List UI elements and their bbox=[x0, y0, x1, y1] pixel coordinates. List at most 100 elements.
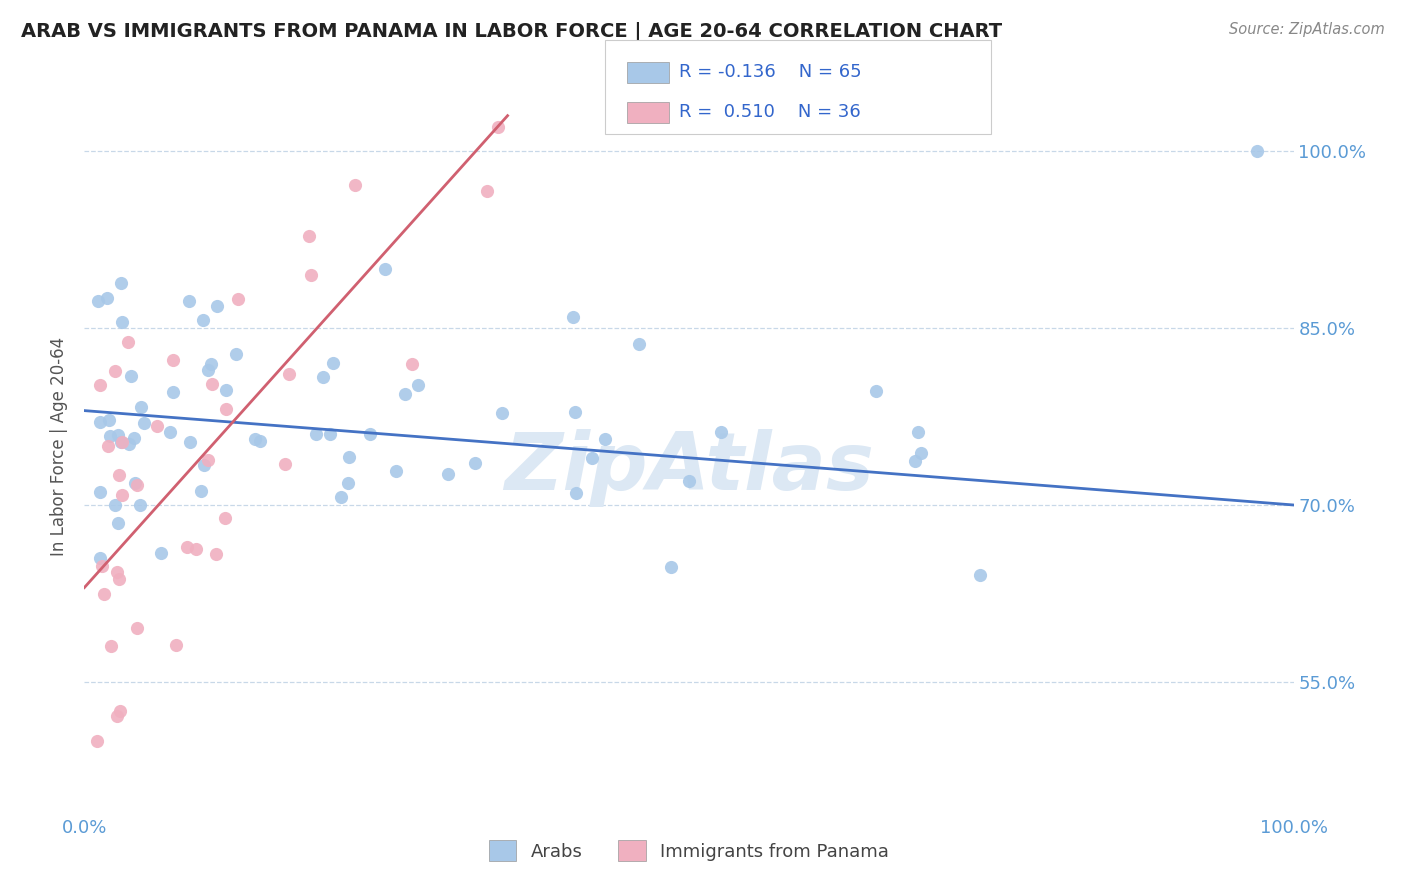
Point bbox=[129, 499, 152, 513]
Point bbox=[122, 431, 145, 445]
Point bbox=[107, 516, 129, 531]
Point bbox=[110, 434, 132, 449]
Point bbox=[278, 367, 301, 381]
Point bbox=[179, 434, 201, 449]
Point bbox=[249, 434, 271, 448]
Point bbox=[91, 559, 114, 574]
Point bbox=[127, 478, 149, 492]
Point bbox=[165, 638, 187, 652]
Point bbox=[329, 490, 352, 504]
Point bbox=[124, 475, 146, 490]
Text: ZipAtlas: ZipAtlas bbox=[503, 429, 875, 507]
Point bbox=[406, 378, 429, 392]
Point bbox=[678, 475, 700, 489]
Point bbox=[132, 416, 155, 430]
Point bbox=[561, 310, 583, 324]
Point bbox=[162, 353, 184, 368]
Point bbox=[197, 452, 219, 467]
Point bbox=[865, 384, 887, 399]
Point bbox=[193, 458, 215, 473]
Point bbox=[336, 475, 359, 490]
Point bbox=[186, 542, 208, 557]
Point bbox=[205, 547, 228, 561]
Point bbox=[581, 450, 603, 465]
Point bbox=[374, 262, 396, 277]
Point bbox=[117, 334, 139, 349]
Point bbox=[225, 347, 247, 361]
Point bbox=[149, 546, 172, 560]
Point bbox=[343, 178, 366, 193]
Point bbox=[214, 510, 236, 524]
Point bbox=[105, 709, 128, 723]
Point bbox=[910, 446, 932, 460]
Point bbox=[312, 370, 335, 384]
Point bbox=[93, 587, 115, 601]
Text: ARAB VS IMMIGRANTS FROM PANAMA IN LABOR FORCE | AGE 20-64 CORRELATION CHART: ARAB VS IMMIGRANTS FROM PANAMA IN LABOR … bbox=[21, 22, 1002, 42]
Point bbox=[89, 378, 111, 392]
Point bbox=[274, 457, 297, 471]
Point bbox=[110, 276, 132, 290]
Point bbox=[401, 357, 423, 371]
Point bbox=[297, 229, 319, 244]
Point bbox=[337, 450, 360, 465]
Point bbox=[162, 385, 184, 400]
Point bbox=[243, 432, 266, 446]
Point bbox=[436, 467, 458, 481]
Point bbox=[98, 413, 121, 427]
Point bbox=[111, 487, 134, 501]
Point bbox=[1246, 144, 1268, 158]
Point bbox=[564, 404, 586, 418]
Point bbox=[394, 386, 416, 401]
Point bbox=[96, 291, 118, 305]
Point bbox=[627, 337, 650, 351]
Point bbox=[86, 734, 108, 748]
Point bbox=[969, 568, 991, 582]
Point bbox=[100, 428, 122, 442]
Point bbox=[322, 356, 344, 370]
Point bbox=[131, 400, 153, 414]
Point bbox=[907, 425, 929, 440]
Point bbox=[464, 456, 486, 470]
Point bbox=[659, 560, 682, 574]
Point bbox=[207, 299, 229, 313]
Point bbox=[491, 406, 513, 420]
Point bbox=[108, 468, 131, 483]
Point bbox=[215, 402, 238, 417]
Point bbox=[593, 432, 616, 446]
Text: Source: ZipAtlas.com: Source: ZipAtlas.com bbox=[1229, 22, 1385, 37]
Point bbox=[125, 621, 148, 635]
Point bbox=[903, 454, 925, 468]
Point bbox=[104, 364, 127, 378]
Point bbox=[215, 383, 238, 397]
Point bbox=[191, 313, 214, 327]
Point bbox=[301, 268, 323, 283]
Point bbox=[107, 428, 129, 442]
Point bbox=[197, 363, 219, 377]
Text: R =  0.510    N = 36: R = 0.510 N = 36 bbox=[679, 103, 860, 121]
Point bbox=[110, 704, 132, 718]
Point bbox=[200, 357, 222, 371]
Point bbox=[104, 498, 127, 512]
Point bbox=[111, 434, 134, 449]
Point bbox=[105, 566, 128, 580]
Point bbox=[305, 427, 328, 442]
Point bbox=[146, 418, 169, 433]
Point bbox=[86, 294, 108, 309]
Point bbox=[100, 639, 122, 653]
Point bbox=[486, 120, 509, 135]
Text: R = -0.136    N = 65: R = -0.136 N = 65 bbox=[679, 63, 862, 81]
Point bbox=[201, 377, 224, 392]
Point bbox=[226, 292, 249, 306]
Point bbox=[159, 425, 181, 440]
Y-axis label: In Labor Force | Age 20-64: In Labor Force | Age 20-64 bbox=[51, 336, 69, 556]
Point bbox=[118, 436, 141, 450]
Point bbox=[176, 540, 198, 554]
Legend: Arabs, Immigrants from Panama: Arabs, Immigrants from Panama bbox=[482, 833, 896, 869]
Point bbox=[177, 294, 200, 309]
Point bbox=[89, 485, 111, 500]
Point bbox=[108, 572, 131, 586]
Point bbox=[319, 427, 342, 442]
Point bbox=[96, 439, 118, 453]
Point bbox=[190, 483, 212, 498]
Point bbox=[710, 425, 733, 439]
